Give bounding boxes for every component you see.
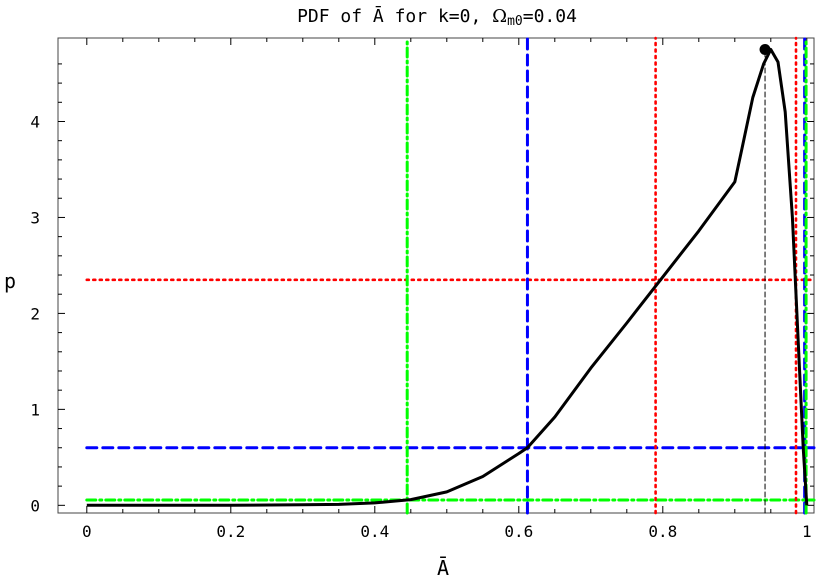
y-tick-label: 4 <box>30 112 40 131</box>
y-tick-label: 3 <box>30 208 40 227</box>
chart-title-subscript: m0 <box>507 14 523 29</box>
y-tick-label: 0 <box>30 496 40 515</box>
x-tick-label: 0.4 <box>360 522 389 541</box>
x-tick-label: 0.2 <box>216 522 245 541</box>
chart-title-prefix: PDF of Ā for k=0, <box>297 5 492 27</box>
y-tick-label: 1 <box>30 400 40 419</box>
plot-frame <box>57 37 815 514</box>
y-tick-label: 2 <box>30 304 40 323</box>
x-tick-label: 1 <box>802 522 812 541</box>
chart-title-suffix: =0.04 <box>523 6 577 27</box>
x-tick-label: 0.6 <box>504 522 533 541</box>
plot-area: 0 0.2 0.4 0.6 0.8 1 0 1 2 3 4 <box>30 36 816 541</box>
x-tick-label: 0.8 <box>648 522 677 541</box>
x-tick-label: 0 <box>82 522 92 541</box>
peak-marker <box>759 44 771 56</box>
chart-title: PDF of Ā for k=0, Ωm0=0.04 <box>297 5 577 29</box>
chart-title-omega: Ω <box>492 6 507 27</box>
y-axis-title: p <box>4 269 16 293</box>
x-axis-title: Ā <box>437 556 449 580</box>
pdf-curve <box>86 48 809 507</box>
